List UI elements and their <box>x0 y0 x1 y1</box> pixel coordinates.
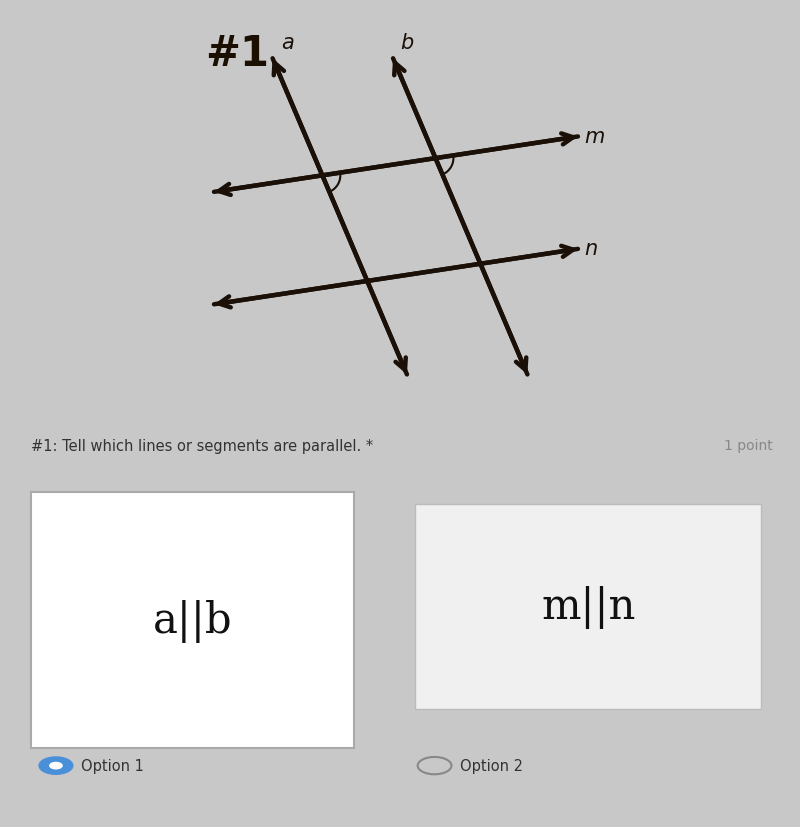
Text: m: m <box>585 127 605 147</box>
Text: m||n: m||n <box>541 586 635 628</box>
FancyBboxPatch shape <box>415 504 761 709</box>
FancyBboxPatch shape <box>31 493 354 748</box>
Text: #1: Tell which lines or segments are parallel. *: #1: Tell which lines or segments are par… <box>31 438 374 453</box>
Text: Option 2: Option 2 <box>460 758 523 773</box>
Text: Option 1: Option 1 <box>82 758 144 773</box>
Text: 1 point: 1 point <box>724 438 773 452</box>
Text: b: b <box>400 32 414 53</box>
Text: a: a <box>282 32 294 53</box>
Circle shape <box>50 762 62 769</box>
Text: a||b: a||b <box>153 599 233 642</box>
Circle shape <box>39 757 73 774</box>
Text: n: n <box>585 239 598 259</box>
Text: #1: #1 <box>206 32 270 74</box>
